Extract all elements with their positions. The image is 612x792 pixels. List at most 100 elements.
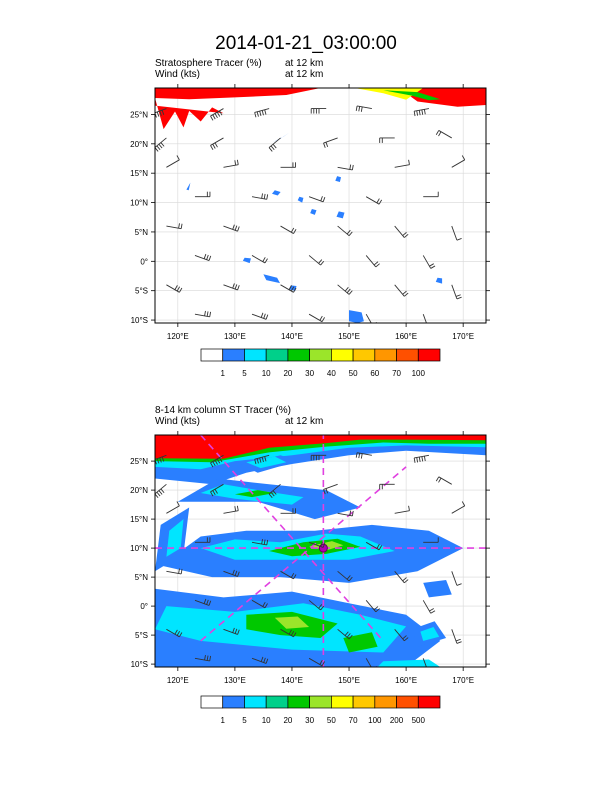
wind-barb — [435, 476, 452, 485]
wind-barb-feather — [461, 501, 466, 507]
wind-barb-feather — [206, 311, 209, 317]
wind-barb — [365, 541, 383, 551]
colorbar-label: 5 — [242, 716, 247, 725]
wind-barb-feather — [348, 634, 353, 640]
wind-barb — [194, 253, 212, 261]
wind-barb-feather — [416, 457, 419, 463]
tracer-contour — [435, 277, 443, 284]
wind-barb-feather — [262, 601, 266, 607]
wind-barb — [308, 541, 326, 548]
wind-barb-feather — [348, 290, 353, 295]
wind-barb-feather — [259, 110, 262, 117]
colorbar-swatch — [417, 348, 441, 362]
colorbar-label: 20 — [283, 369, 292, 378]
wind-barb-feather — [378, 199, 383, 205]
colorbar-label: 70 — [349, 716, 358, 725]
wind-barb-feather — [264, 456, 267, 462]
wind-barb-feather — [322, 542, 326, 548]
wind-barb-feather — [203, 598, 207, 604]
wind-barb-feather — [358, 453, 361, 459]
tracer-contour — [234, 490, 275, 498]
x-tick-label: 120°E — [167, 332, 189, 341]
wind-barb-feather — [404, 637, 409, 642]
wind-barb-feather — [413, 111, 416, 117]
wind-barb-feather — [320, 605, 325, 611]
wind-barb-feather — [264, 258, 268, 264]
colorbar-swatch — [309, 348, 332, 362]
wind-barb-feather — [176, 501, 180, 507]
wind-barb — [308, 599, 325, 611]
colorbar: 1 5 10 20 30 40 50 60 70 100 — [200, 348, 441, 378]
wind-barb-feather — [404, 292, 409, 297]
wind-barb — [268, 483, 281, 499]
wind-barb-feather — [322, 196, 326, 202]
wind-barb — [394, 629, 409, 642]
wind-barb-feather — [325, 488, 329, 494]
panel1-subtitle-level: at 12 km — [285, 69, 324, 80]
wind-barb — [251, 255, 268, 264]
tracer-contour — [310, 209, 317, 215]
tracer-contour — [354, 88, 424, 100]
wind-barb-feather — [455, 638, 461, 642]
wind-barb — [223, 505, 239, 514]
wind-barb — [337, 164, 354, 171]
wind-barb — [423, 537, 439, 543]
wind-barb-shaft — [365, 658, 372, 667]
wind-barb — [210, 454, 224, 468]
page-title: 2014-01-21_03:00:00 — [215, 33, 397, 54]
wind-barb-feather — [435, 130, 440, 135]
wind-barb-feather — [266, 194, 269, 200]
colorbar-label: 20 — [283, 716, 292, 725]
wind-barb-feather — [161, 109, 165, 115]
wind-barb-shaft — [323, 137, 338, 144]
wind-barb-shaft — [166, 159, 180, 168]
wind-barb-shaft — [438, 476, 452, 485]
wind-barb-feather — [210, 491, 214, 497]
wind-barb-feather — [260, 656, 264, 662]
colorbar-label: 60 — [370, 369, 379, 378]
wind-barb — [308, 313, 325, 323]
x-tick-label: 130°E — [224, 676, 246, 685]
wind-barb — [422, 314, 427, 323]
wind-barb-feather — [159, 110, 162, 116]
wind-barb-shaft — [438, 130, 452, 139]
tracer-contour — [263, 274, 280, 284]
wind-barb-feather — [210, 115, 214, 121]
wind-barb-feather — [160, 488, 165, 494]
tracer-contour — [406, 88, 486, 107]
wind-barb-feather — [176, 286, 181, 292]
wind-barb-feather — [180, 223, 183, 229]
colorbar-swatch — [244, 348, 267, 362]
tracer-contour — [155, 661, 201, 667]
wind-barb — [337, 284, 353, 295]
x-tick-label: 160°E — [395, 676, 417, 685]
wind-barb-feather — [374, 325, 378, 328]
wind-barb — [365, 600, 380, 613]
wind-barb-feather — [421, 109, 424, 115]
wind-barb-feather — [204, 654, 206, 661]
wind-barb-feather — [346, 288, 351, 294]
wind-barb-shaft — [357, 105, 372, 110]
wind-barb — [251, 193, 269, 200]
tracer-contour — [336, 211, 345, 219]
wind-barb-feather — [351, 164, 354, 170]
wind-barb-feather — [232, 627, 235, 633]
wind-barb-feather — [206, 599, 209, 605]
wind-barb — [194, 310, 212, 318]
y-tick-label: 0° — [140, 602, 148, 611]
panel2-header: 8-14 km column ST Tracer (%) at 12 km Wi… — [155, 405, 323, 427]
colorbar-swatch — [222, 348, 245, 362]
wind-barb-feather — [344, 631, 349, 636]
wind-barb-feather — [428, 671, 433, 673]
wind-barb — [451, 629, 462, 644]
wind-barb-feather — [346, 633, 351, 638]
wind-barb-feather — [263, 313, 266, 319]
wind-barb-feather — [355, 452, 358, 458]
wind-barb-feather — [375, 608, 380, 613]
panel2-subtitle-level: at 12 km — [285, 416, 324, 427]
wind-barb — [394, 505, 410, 514]
wind-barb-feather — [263, 539, 266, 545]
y-tick-label: 10°S — [131, 316, 148, 325]
wind-barb-feather — [212, 461, 216, 467]
